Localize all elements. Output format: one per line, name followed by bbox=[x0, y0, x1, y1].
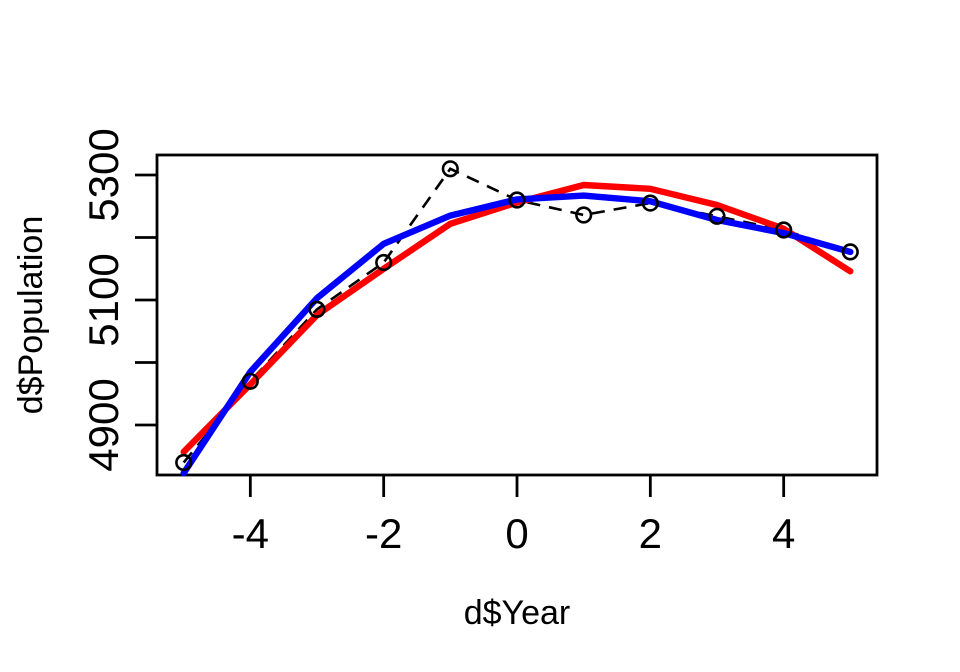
data-point-circle bbox=[508, 191, 526, 209]
x-tick-label: 2 bbox=[639, 510, 662, 557]
data-point-circle bbox=[708, 207, 726, 225]
y-tick-label: 5100 bbox=[80, 253, 127, 346]
data-point-circle bbox=[775, 221, 793, 239]
data-point-circle bbox=[175, 453, 193, 472]
x-axis: -4 -2 0 2 4 bbox=[232, 475, 795, 557]
fit-line-blue bbox=[180, 192, 854, 477]
data-point-circle bbox=[641, 194, 659, 212]
data-point-circle bbox=[575, 206, 593, 224]
x-tick-label: 4 bbox=[772, 510, 795, 557]
observed-connector-line bbox=[182, 167, 851, 464]
x-axis-label: d$Year bbox=[464, 594, 571, 632]
data-point-circle bbox=[441, 160, 459, 178]
data-series bbox=[175, 160, 859, 477]
x-tick-label: -4 bbox=[232, 510, 269, 557]
data-point-circle bbox=[841, 243, 859, 261]
y-axis: 4900 5100 5300 bbox=[80, 128, 157, 472]
x-tick-label: -2 bbox=[365, 510, 402, 557]
y-tick-label: 4900 bbox=[80, 378, 127, 471]
data-point-circle bbox=[375, 253, 393, 272]
x-tick-label: 0 bbox=[505, 510, 528, 557]
data-point-circle bbox=[308, 300, 326, 319]
y-axis-label: d$Population bbox=[12, 216, 50, 415]
data-point-circle bbox=[241, 372, 259, 390]
y-tick-label: 5300 bbox=[80, 128, 127, 221]
